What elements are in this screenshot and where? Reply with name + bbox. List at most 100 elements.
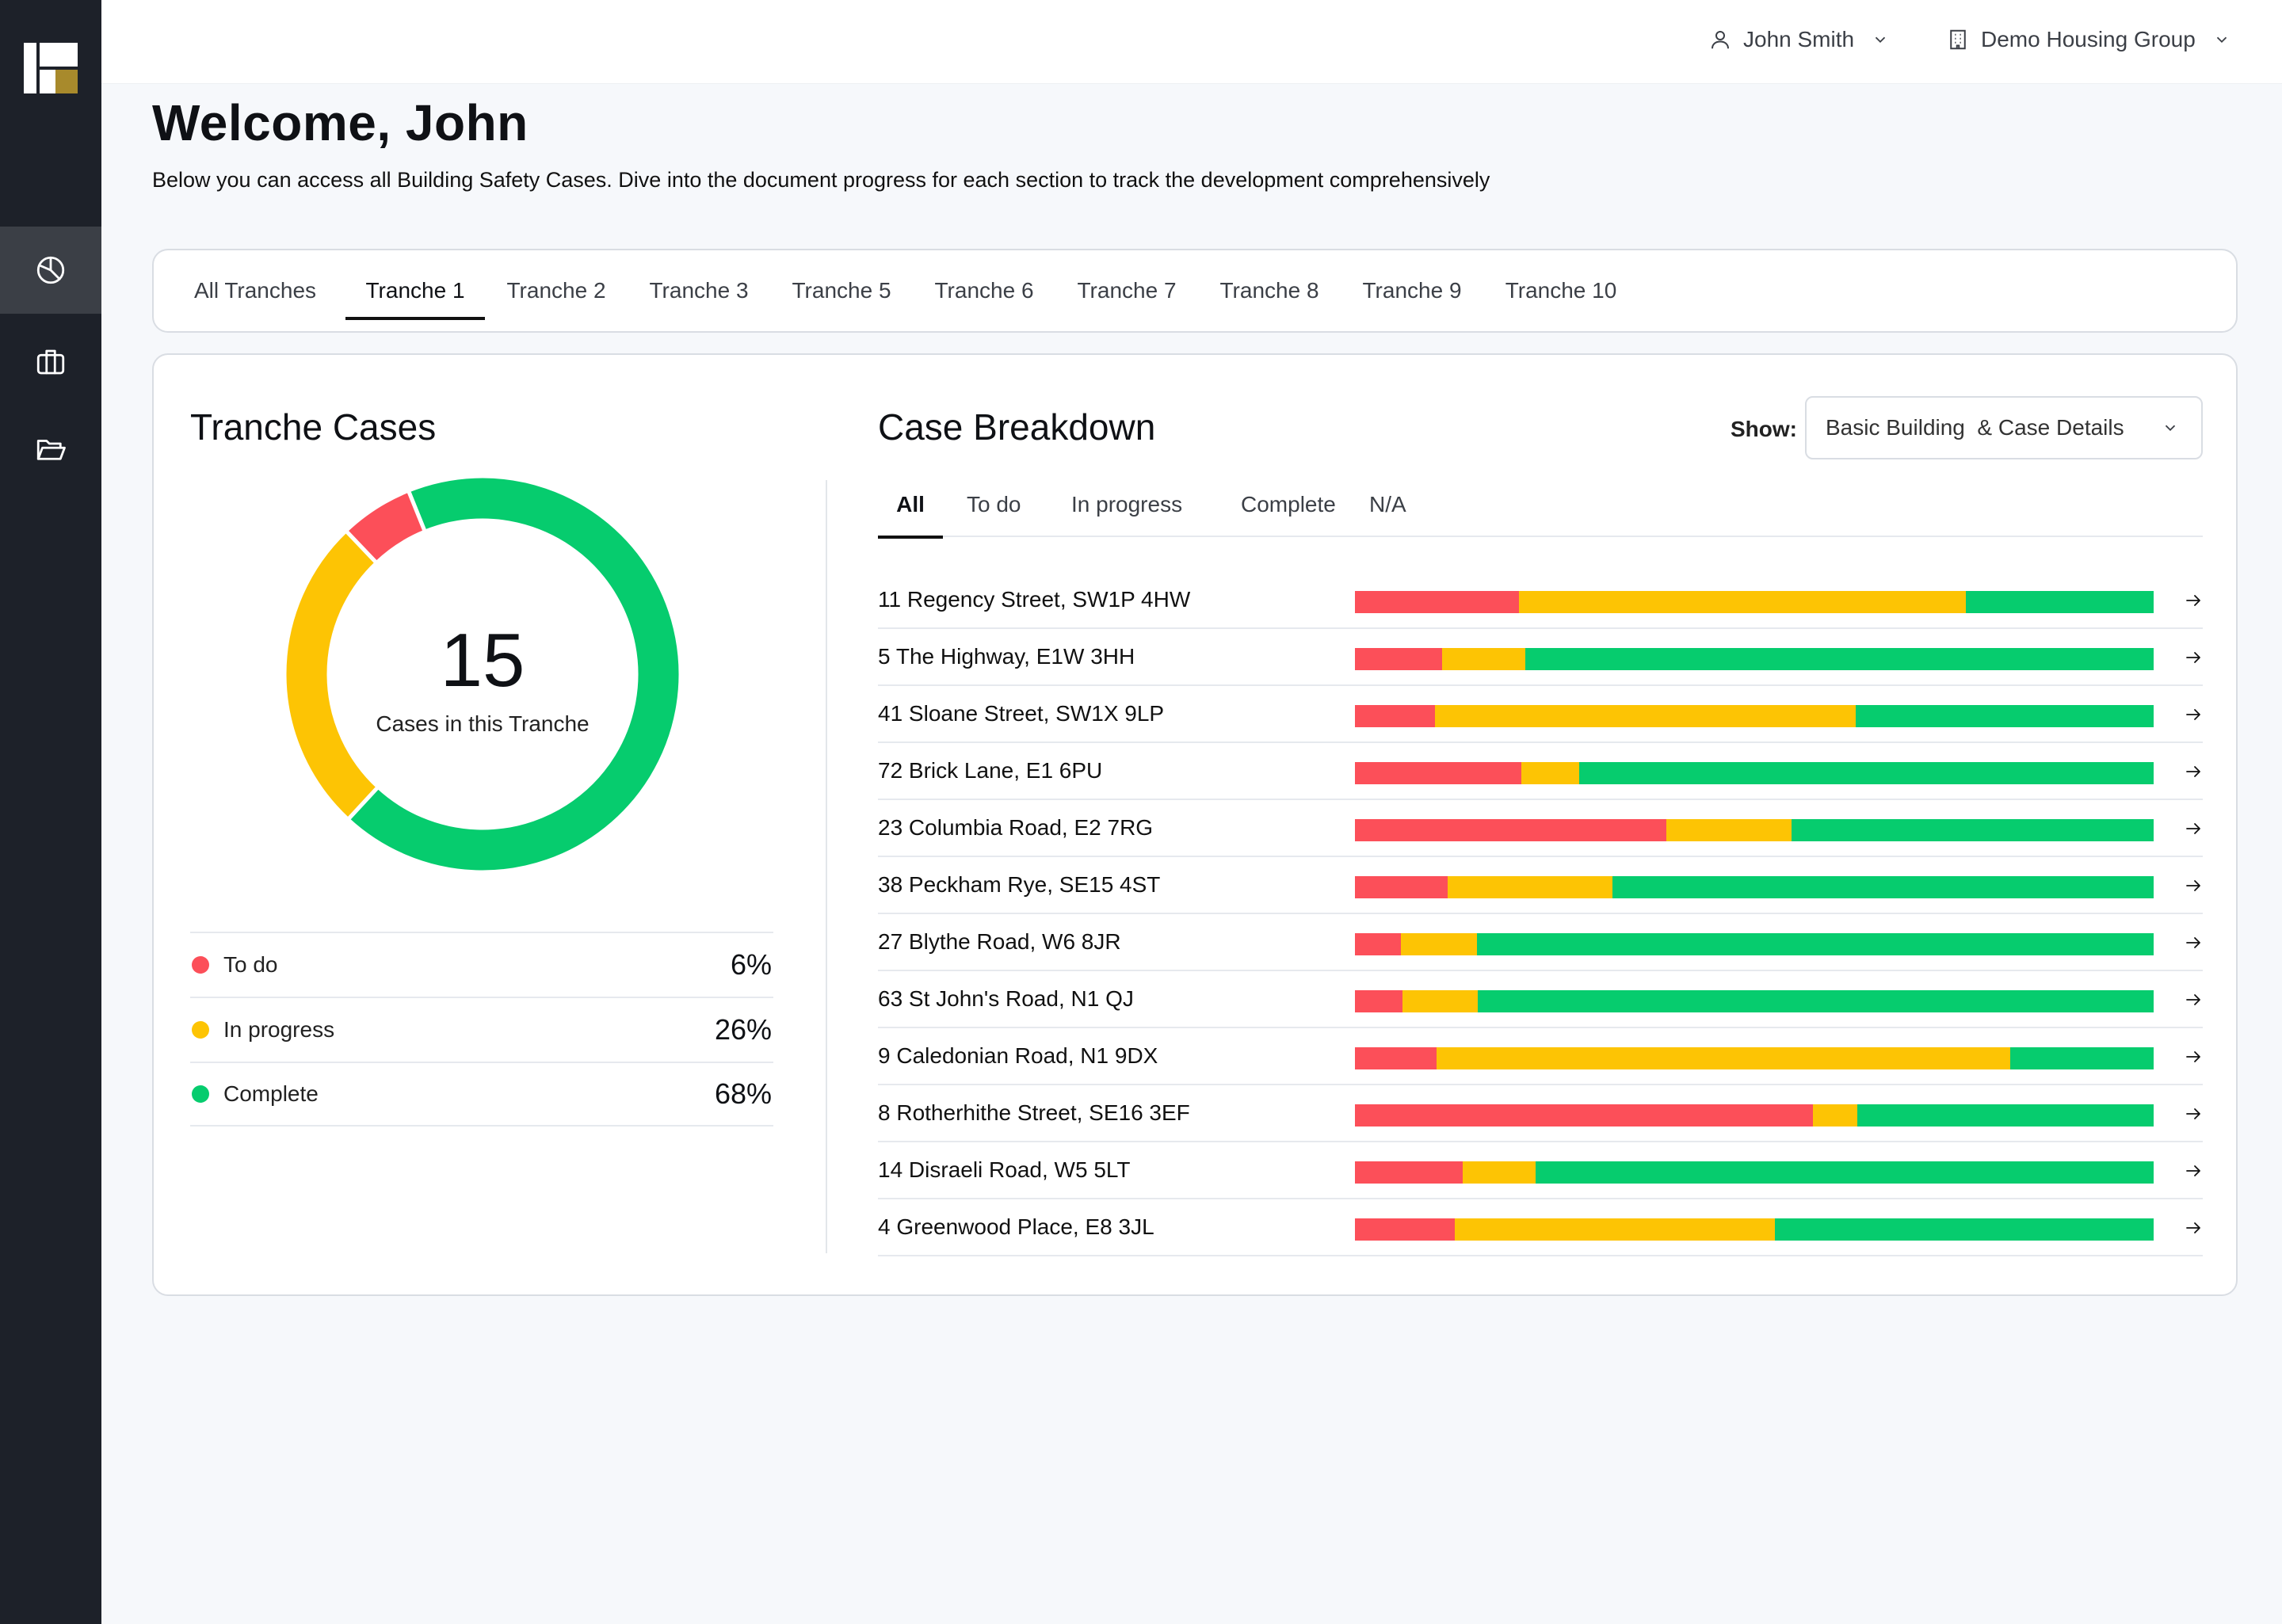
arrow-right-icon[interactable]	[2184, 990, 2203, 1009]
complete-segment	[1792, 819, 2154, 841]
case-address[interactable]: 27 Blythe Road, W6 8JR	[878, 929, 1121, 954]
tab-tranche-2[interactable]: Tranche 2	[506, 278, 606, 303]
tab-tranche-5[interactable]: Tranche 5	[792, 278, 891, 303]
todo-segment	[1355, 933, 1402, 955]
arrow-right-icon[interactable]	[2184, 819, 2203, 838]
case-progress-bar	[1355, 705, 2154, 727]
case-row[interactable]: 14 Disraeli Road, W5 5LT	[878, 1142, 2203, 1199]
arrow-right-icon[interactable]	[2184, 1218, 2203, 1237]
todo-segment	[1355, 1218, 1455, 1241]
case-address[interactable]: 4 Greenwood Place, E8 3JL	[878, 1214, 1154, 1239]
legend-value: 6%	[730, 948, 772, 981]
arrow-right-icon[interactable]	[2184, 1047, 2203, 1066]
arrow-right-icon[interactable]	[2184, 933, 2203, 952]
legend-item-in-progress: In progress 26%	[190, 997, 773, 1062]
case-address[interactable]: 14 Disraeli Road, W5 5LT	[878, 1157, 1131, 1182]
tab-tranche-6[interactable]: Tranche 6	[934, 278, 1034, 303]
case-progress-bar	[1355, 1218, 2154, 1241]
in-progress-segment	[1402, 990, 1479, 1012]
todo-segment	[1355, 762, 1521, 784]
todo-segment	[1355, 705, 1435, 727]
todo-segment	[1355, 819, 1667, 841]
case-row[interactable]: 5 The Highway, E1W 3HH	[878, 629, 2203, 686]
in-progress-segment	[1441, 648, 1525, 670]
page-subtitle: Below you can access all Building Safety…	[152, 168, 1490, 192]
case-address[interactable]: 11 Regency Street, SW1P 4HW	[878, 587, 1191, 612]
case-address[interactable]: 38 Peckham Rye, SE15 4ST	[878, 872, 1161, 897]
tab-na[interactable]: N/A	[1369, 492, 1406, 517]
tab-tranche-7[interactable]: Tranche 7	[1077, 278, 1177, 303]
tab-tranche-8[interactable]: Tranche 8	[1219, 278, 1319, 303]
arrow-right-icon[interactable]	[2184, 762, 2203, 781]
in-progress-segment	[1521, 762, 1580, 784]
in-progress-segment	[1455, 1218, 1776, 1241]
tab-todo[interactable]: To do	[967, 492, 1021, 517]
app-logo[interactable]	[24, 43, 78, 93]
nav-dashboard[interactable]	[0, 227, 101, 314]
case-progress-bar	[1355, 933, 2154, 955]
in-progress-segment	[1518, 591, 1967, 613]
status-donut-chart	[282, 474, 683, 875]
case-address[interactable]: 9 Caledonian Road, N1 9DX	[878, 1043, 1158, 1068]
case-address[interactable]: 72 Brick Lane, E1 6PU	[878, 758, 1103, 783]
tab-all[interactable]: All	[878, 472, 943, 539]
complete-segment	[1775, 1218, 2154, 1241]
chevron-down-icon	[1875, 36, 1886, 44]
tab-tranche-10[interactable]: Tranche 10	[1505, 278, 1617, 303]
complete-segment	[1579, 762, 2154, 784]
arrow-right-icon[interactable]	[2184, 1104, 2203, 1123]
tab-in-progress[interactable]: In progress	[1071, 492, 1183, 517]
complete-segment	[1535, 1161, 2154, 1184]
arrow-right-icon[interactable]	[2184, 591, 2203, 610]
building-icon	[1950, 29, 1966, 50]
case-row[interactable]: 8 Rotherhithe Street, SE16 3EF	[878, 1085, 2203, 1142]
org-menu[interactable]: Demo Housing Group	[1946, 27, 2230, 52]
case-row[interactable]: 4 Greenwood Place, E8 3JL	[878, 1199, 2203, 1256]
legend-value: 26%	[714, 1013, 772, 1046]
in-progress-segment	[1812, 1104, 1858, 1127]
arrow-right-icon[interactable]	[2184, 648, 2203, 667]
arrow-right-icon[interactable]	[2184, 1161, 2203, 1180]
show-select[interactable]: Basic Building & Case Details	[1805, 396, 2203, 459]
tab-tranche-9[interactable]: Tranche 9	[1362, 278, 1462, 303]
case-row[interactable]: 63 St John's Road, N1 QJ	[878, 971, 2203, 1028]
case-row[interactable]: 11 Regency Street, SW1P 4HW	[878, 572, 2203, 629]
tab-tranche-3[interactable]: Tranche 3	[649, 278, 749, 303]
tranche-cases-title: Tranche Cases	[190, 406, 437, 448]
pie-chart-icon	[36, 256, 65, 284]
case-address[interactable]: 8 Rotherhithe Street, SE16 3EF	[878, 1100, 1190, 1125]
in-progress-dot	[192, 1021, 209, 1039]
todo-slice	[343, 487, 428, 566]
case-row[interactable]: 23 Columbia Road, E2 7RG	[878, 800, 2203, 857]
case-row[interactable]: 72 Brick Lane, E1 6PU	[878, 743, 2203, 800]
complete-dot	[192, 1085, 209, 1103]
case-row[interactable]: 41 Sloane Street, SW1X 9LP	[878, 686, 2203, 743]
tab-complete[interactable]: Complete	[1241, 492, 1336, 517]
case-row[interactable]: 9 Caledonian Road, N1 9DX	[878, 1028, 2203, 1085]
case-row[interactable]: 27 Blythe Road, W6 8JR	[878, 914, 2203, 971]
case-address[interactable]: 23 Columbia Road, E2 7RG	[878, 815, 1154, 840]
case-address[interactable]: 63 St John's Road, N1 QJ	[878, 986, 1134, 1011]
tab-tranche-1[interactable]: Tranche 1	[345, 250, 485, 331]
top-bar: John Smith Demo Housing Group	[101, 0, 2282, 84]
in-progress-segment	[1434, 705, 1856, 727]
case-row[interactable]: 38 Peckham Rye, SE15 4ST	[878, 857, 2203, 914]
complete-segment	[1966, 591, 2154, 613]
arrow-right-icon[interactable]	[2184, 876, 2203, 895]
todo-segment	[1355, 1047, 1437, 1069]
case-address[interactable]: 41 Sloane Street, SW1X 9LP	[878, 701, 1165, 726]
status-legend: To do 6% In progress 26% Complete 68%	[190, 932, 773, 1127]
todo-segment	[1355, 1161, 1463, 1184]
chevron-down-icon	[2216, 36, 2227, 44]
org-name: Demo Housing Group	[1981, 27, 2196, 51]
case-list: 11 Regency Street, SW1P 4HW 5 The Highway…	[878, 572, 2203, 1256]
todo-segment	[1355, 648, 1442, 670]
user-menu[interactable]: John Smith	[1708, 27, 1889, 52]
case-address[interactable]: 5 The Highway, E1W 3HH	[878, 644, 1135, 669]
case-progress-bar	[1355, 876, 2154, 898]
case-progress-bar	[1355, 591, 2154, 613]
tab-all-tranches[interactable]: All Tranches	[193, 278, 317, 303]
arrow-right-icon[interactable]	[2184, 705, 2203, 724]
nav-documents[interactable]	[0, 406, 101, 493]
nav-cases[interactable]	[0, 318, 101, 406]
